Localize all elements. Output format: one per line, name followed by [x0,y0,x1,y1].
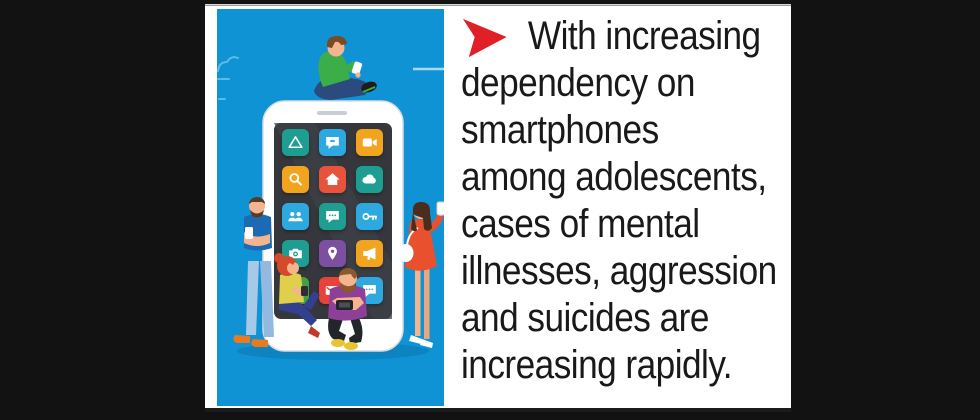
maps-app-icon [319,240,346,267]
news-graphic-card: With increasing dependency on smartphone… [205,4,791,412]
video-app-icon [356,129,383,156]
app-icon-grid [282,129,383,304]
callout-text-block: With increasing dependency on smartphone… [461,13,790,389]
arrow-bullet-icon [462,18,507,58]
smartphone-illustration [217,9,444,406]
home-app-icon [319,166,346,193]
phone-speaker [317,111,347,115]
callout-line: With increasing [461,13,790,60]
callout-line: cases of mental [461,202,700,246]
promo-app-icon [356,240,383,267]
contacts-app-icon [282,203,309,230]
callout-line: dependency on [461,61,695,105]
callout-line: illnesses, aggression [461,249,777,293]
drive-app-icon [282,129,309,156]
callout-line: and suicides are [461,296,709,340]
cloud-outline-decoration [217,56,239,100]
add-app-icon [282,277,309,304]
search-app-icon [282,166,309,193]
mail-app-icon [319,277,346,304]
cloud-app-icon [356,166,383,193]
callout-line: among adolescents, [461,155,767,199]
social-app-icon [356,277,383,304]
callout-line: smartphones [461,108,659,152]
keys-app-icon [356,203,383,230]
callout-line: increasing rapidly. [461,343,733,387]
chat-app-icon [319,203,346,230]
messenger-app-icon [319,129,346,156]
callout-line-text: With increasing [527,14,761,58]
camera-app-icon [282,240,309,267]
